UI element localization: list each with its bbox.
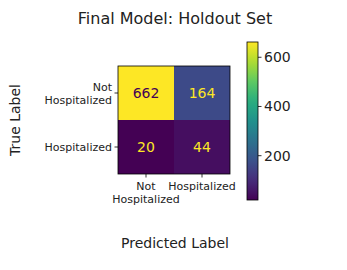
data-label: 164: [189, 85, 216, 101]
y-tick-label: Hospitalized: [45, 141, 112, 154]
cell: [118, 66, 174, 120]
cell: [174, 120, 230, 174]
y-tick: [115, 93, 119, 94]
x-axis-label: Predicted Label: [121, 235, 229, 251]
data-label: 20: [137, 139, 155, 155]
text-line: Hospitalized: [112, 193, 179, 206]
cell: [118, 120, 174, 174]
colorbar: [247, 42, 258, 200]
x-tick: [146, 174, 147, 178]
colorbar-tick-label: 600: [264, 49, 291, 65]
chart: Final Model: Holdout Set6621642044NotHos…: [0, 0, 347, 270]
colorbar-tick: [258, 57, 262, 58]
colorbar-tick-label: 400: [264, 98, 291, 114]
text-line: Hospitalized: [168, 180, 235, 193]
colorbar-tick-label: 200: [264, 148, 291, 164]
frame: [118, 66, 230, 174]
cell: [174, 66, 230, 120]
x-tick-label: Hospitalized: [168, 180, 235, 193]
data-label: 662: [133, 85, 160, 101]
text-line: Hospitalized: [45, 141, 112, 154]
title: Final Model: Holdout Set: [78, 9, 272, 28]
y-axis-label: True Label: [7, 84, 23, 157]
colorbar-tick: [258, 106, 262, 107]
y-tick-label: NotHospitalized: [45, 81, 113, 107]
y-tick: [115, 147, 119, 148]
text-line: Not: [93, 81, 113, 94]
text-line: Hospitalized: [45, 94, 112, 107]
colorbar-tick: [258, 155, 262, 156]
data-label: 44: [193, 139, 211, 155]
text-line: Not: [136, 180, 156, 193]
matrix: [118, 66, 230, 174]
x-tick: [202, 174, 203, 178]
